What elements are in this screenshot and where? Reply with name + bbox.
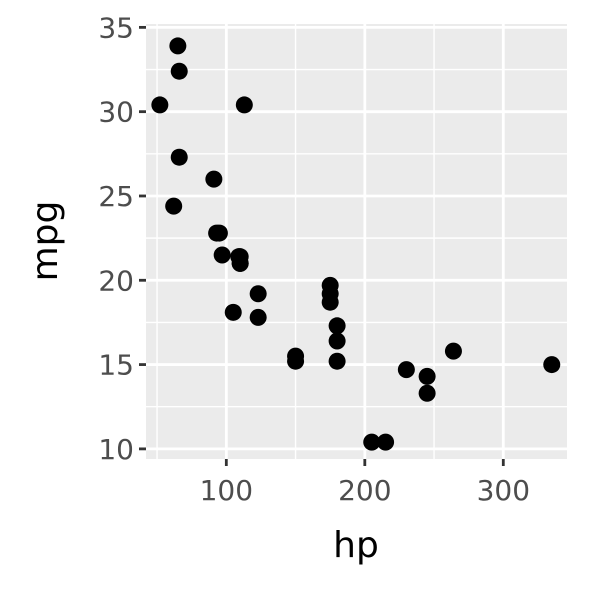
data-point xyxy=(230,248,248,266)
data-point xyxy=(418,384,436,402)
y-axis-title: mpg xyxy=(25,201,66,282)
data-point xyxy=(543,356,561,374)
x-tick-label: 200 xyxy=(338,474,391,507)
y-tick-label: 10 xyxy=(98,433,134,466)
y-tick-label: 25 xyxy=(98,180,134,213)
data-point xyxy=(363,433,381,451)
data-point xyxy=(328,332,346,350)
y-tick-label: 20 xyxy=(98,264,134,297)
minor-gridlines xyxy=(146,24,567,459)
data-point xyxy=(249,308,267,326)
major-gridlines xyxy=(146,24,567,459)
y-tick-label: 30 xyxy=(98,96,134,129)
data-points xyxy=(151,37,561,451)
data-point xyxy=(321,276,339,294)
y-axis: 10 15 20 25 30 35 xyxy=(98,11,146,466)
x-axis-title: hp xyxy=(333,525,379,566)
data-point xyxy=(170,148,188,166)
data-point xyxy=(169,37,187,55)
x-tick-label: 100 xyxy=(200,474,253,507)
data-point xyxy=(224,303,242,321)
data-point xyxy=(165,197,183,215)
x-axis: 100 200 300 xyxy=(200,459,530,507)
data-point xyxy=(235,96,253,114)
y-tick-label: 15 xyxy=(98,349,134,382)
data-point xyxy=(377,433,395,451)
data-point xyxy=(210,224,228,242)
data-point xyxy=(151,96,169,114)
data-point xyxy=(328,317,346,335)
data-point xyxy=(444,342,462,360)
data-point xyxy=(287,352,305,370)
data-point xyxy=(328,352,346,370)
data-point xyxy=(213,246,231,264)
data-point xyxy=(249,285,267,303)
y-tick-label: 35 xyxy=(98,11,134,44)
x-tick-label: 300 xyxy=(477,474,530,507)
data-point xyxy=(418,367,436,385)
data-point xyxy=(397,361,415,379)
data-point xyxy=(205,170,223,188)
data-point xyxy=(170,62,188,80)
